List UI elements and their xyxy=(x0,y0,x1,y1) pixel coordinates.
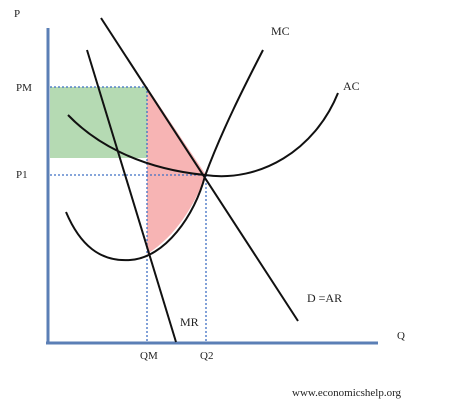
mr-curve-label: MR xyxy=(180,315,199,329)
y-axis-label: P xyxy=(14,8,20,20)
mc-curve-label: MC xyxy=(271,24,290,38)
price-pm-label: PM xyxy=(16,82,32,94)
marginal-cost-curve xyxy=(65,49,264,262)
marginal-revenue-curve xyxy=(86,49,177,343)
average-cost-curve xyxy=(67,92,339,178)
x-axis-label: Q xyxy=(397,330,405,342)
source-credit: www.economicshelp.org xyxy=(292,387,402,399)
quantity-q2-label: Q2 xyxy=(200,350,213,362)
quantity-qm-label: QM xyxy=(140,350,158,362)
demand-curve xyxy=(100,17,299,322)
supernormal-profit-area xyxy=(50,87,147,158)
ac-curve-label: AC xyxy=(343,79,360,93)
demand-curve-label: D =AR xyxy=(307,291,342,305)
price-p1-label: P1 xyxy=(16,169,28,181)
